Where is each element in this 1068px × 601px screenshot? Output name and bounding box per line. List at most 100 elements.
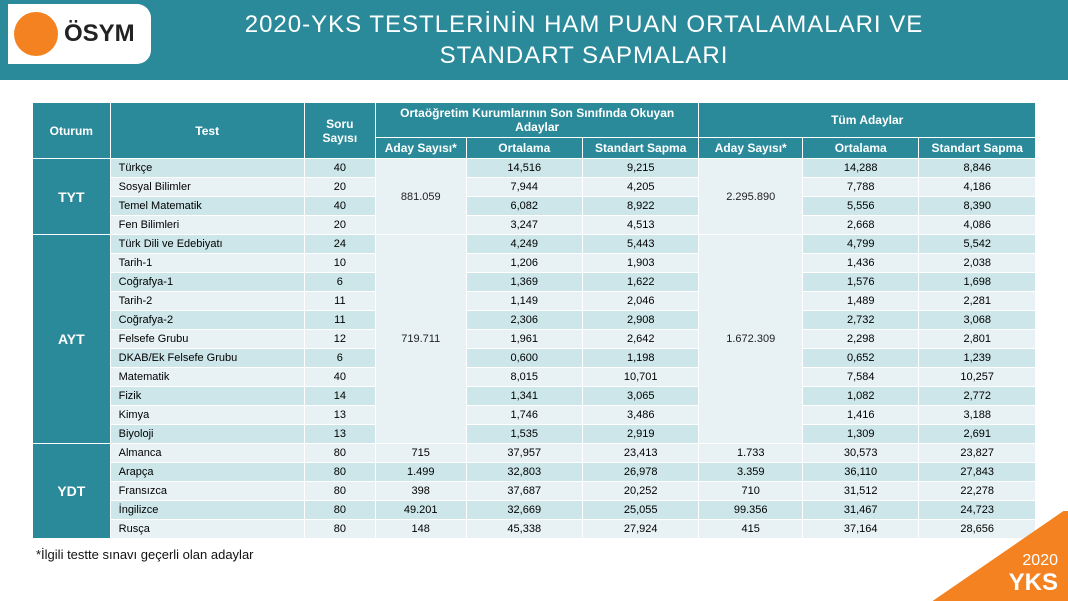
ort-all-cell: 5,556 [802, 197, 918, 216]
col-ort-last: Ortalama [466, 138, 582, 159]
soru-cell: 11 [304, 311, 375, 330]
test-name-cell: Kimya [110, 406, 304, 425]
test-name-cell: Coğrafya-1 [110, 273, 304, 292]
soru-cell: 13 [304, 406, 375, 425]
sapma-last-cell: 2,908 [582, 311, 698, 330]
ort-all-cell: 1,309 [802, 425, 918, 444]
test-name-cell: Sosyal Bilimler [110, 178, 304, 197]
page-title: 2020-YKS TESTLERİNİN HAM PUAN ORTALAMALA… [115, 9, 954, 71]
sapma-all-cell: 5,542 [919, 235, 1036, 254]
soru-cell: 14 [304, 387, 375, 406]
test-name-cell: Fen Bilimleri [110, 216, 304, 235]
soru-cell: 40 [304, 159, 375, 178]
aday-last-cell: 719.711 [375, 235, 466, 444]
brand-logo: ÖSYM [8, 4, 151, 64]
ort-all-cell: 1,416 [802, 406, 918, 425]
ort-all-cell: 1,436 [802, 254, 918, 273]
aday-last-cell: 148 [375, 520, 466, 539]
session-cell: YDT [33, 444, 111, 539]
test-name-cell: Fizik [110, 387, 304, 406]
sapma-last-cell: 2,642 [582, 330, 698, 349]
test-name-cell: Almanca [110, 444, 304, 463]
test-name-cell: Arapça [110, 463, 304, 482]
col-group-all: Tüm Adaylar [699, 103, 1036, 138]
table-row: Fen Bilimleri203,2474,5132,6684,086 [33, 216, 1036, 235]
table-row: Coğrafya-2112,3062,9082,7323,068 [33, 311, 1036, 330]
aday-all-cell: 1.733 [699, 444, 803, 463]
test-name-cell: Tarih-1 [110, 254, 304, 273]
table-row: Biyoloji131,5352,9191,3092,691 [33, 425, 1036, 444]
soru-cell: 10 [304, 254, 375, 273]
corner-label: YKS [1009, 570, 1058, 595]
sapma-last-cell: 2,919 [582, 425, 698, 444]
ort-last-cell: 1,369 [466, 273, 582, 292]
aday-all-cell: 1.672.309 [699, 235, 803, 444]
ort-last-cell: 4,249 [466, 235, 582, 254]
aday-all-cell: 2.295.890 [699, 159, 803, 235]
sapma-last-cell: 25,055 [582, 501, 698, 520]
soru-cell: 80 [304, 482, 375, 501]
ort-all-cell: 1,576 [802, 273, 918, 292]
sapma-last-cell: 23,413 [582, 444, 698, 463]
ort-last-cell: 45,338 [466, 520, 582, 539]
aday-last-cell: 398 [375, 482, 466, 501]
sapma-all-cell: 27,843 [919, 463, 1036, 482]
soru-cell: 80 [304, 463, 375, 482]
sapma-last-cell: 1,622 [582, 273, 698, 292]
ort-last-cell: 0,600 [466, 349, 582, 368]
col-soru: Soru Sayısı [304, 103, 375, 159]
sapma-last-cell: 20,252 [582, 482, 698, 501]
table-row: Felsefe Grubu121,9612,6422,2982,801 [33, 330, 1036, 349]
session-cell: AYT [33, 235, 111, 444]
soru-cell: 20 [304, 216, 375, 235]
table-row: Temel Matematik406,0828,9225,5568,390 [33, 197, 1036, 216]
test-name-cell: Rusça [110, 520, 304, 539]
ort-all-cell: 1,082 [802, 387, 918, 406]
col-sapma-all: Standart Sapma [919, 138, 1036, 159]
sapma-all-cell: 2,038 [919, 254, 1036, 273]
ort-last-cell: 1,961 [466, 330, 582, 349]
ort-all-cell: 31,512 [802, 482, 918, 501]
test-name-cell: Türk Dili ve Edebiyatı [110, 235, 304, 254]
test-name-cell: Matematik [110, 368, 304, 387]
table-row: Arapça801.49932,80326,9783.35936,11027,8… [33, 463, 1036, 482]
soru-cell: 80 [304, 444, 375, 463]
sapma-all-cell: 3,188 [919, 406, 1036, 425]
table-row: Tarih-1101,2061,9031,4362,038 [33, 254, 1036, 273]
test-name-cell: Temel Matematik [110, 197, 304, 216]
sapma-all-cell: 2,801 [919, 330, 1036, 349]
soru-cell: 24 [304, 235, 375, 254]
ort-last-cell: 14,516 [466, 159, 582, 178]
test-name-cell: Tarih-2 [110, 292, 304, 311]
col-ort-all: Ortalama [802, 138, 918, 159]
sapma-last-cell: 26,978 [582, 463, 698, 482]
table-row: AYTTürk Dili ve Edebiyatı24719.7114,2495… [33, 235, 1036, 254]
ort-all-cell: 0,652 [802, 349, 918, 368]
sapma-all-cell: 2,772 [919, 387, 1036, 406]
aday-all-cell: 415 [699, 520, 803, 539]
sapma-last-cell: 3,065 [582, 387, 698, 406]
ort-all-cell: 36,110 [802, 463, 918, 482]
ort-last-cell: 7,944 [466, 178, 582, 197]
aday-last-cell: 1.499 [375, 463, 466, 482]
table-container: Oturum Test Soru Sayısı Ortaöğretim Kuru… [0, 80, 1068, 539]
sapma-all-cell: 2,691 [919, 425, 1036, 444]
ort-last-cell: 1,746 [466, 406, 582, 425]
table-row: Sosyal Bilimler207,9444,2057,7884,186 [33, 178, 1036, 197]
sapma-all-cell: 3,068 [919, 311, 1036, 330]
sapma-last-cell: 1,903 [582, 254, 698, 273]
aday-last-cell: 49.201 [375, 501, 466, 520]
sapma-last-cell: 5,443 [582, 235, 698, 254]
sapma-all-cell: 4,086 [919, 216, 1036, 235]
sapma-all-cell: 1,239 [919, 349, 1036, 368]
ort-last-cell: 1,341 [466, 387, 582, 406]
ort-last-cell: 37,687 [466, 482, 582, 501]
sapma-last-cell: 4,205 [582, 178, 698, 197]
aday-all-cell: 710 [699, 482, 803, 501]
soru-cell: 40 [304, 368, 375, 387]
ort-last-cell: 2,306 [466, 311, 582, 330]
footnote: *İlgili testte sınavı geçerli olan adayl… [0, 539, 1068, 562]
ort-last-cell: 3,247 [466, 216, 582, 235]
sapma-all-cell: 8,846 [919, 159, 1036, 178]
ort-all-cell: 2,732 [802, 311, 918, 330]
